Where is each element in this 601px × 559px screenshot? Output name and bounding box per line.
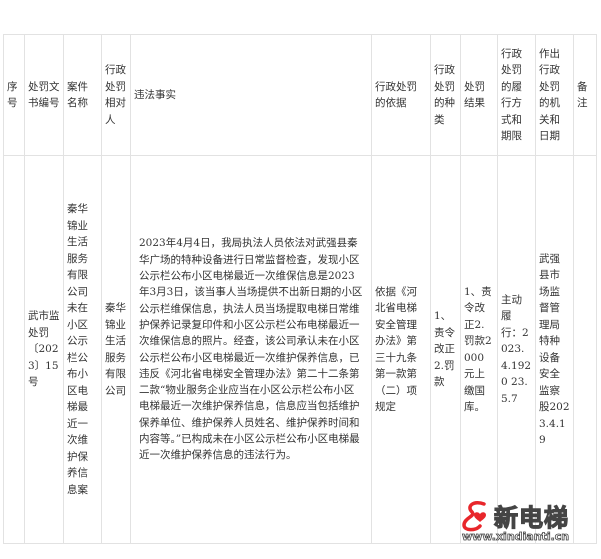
header-type: 行政处罚的种类 <box>430 34 461 156</box>
cell-case-name: 秦华锦业生活服务有限公司未在小区公示栏公布小区电梯最近一次维护保养信息案 <box>63 155 102 544</box>
cell-facts: 2023年4月4日，我局执法人员依法对武强县秦华广场的特种设备进行日常监督检查，… <box>130 155 372 544</box>
logo-mark-icon <box>462 500 486 532</box>
cell-type: 1、责令改正2.罚款 <box>430 155 461 544</box>
cell-remark <box>573 155 597 544</box>
watermark-logo: 新电梯 www.xindianti.cn <box>460 500 600 550</box>
cell-authority: 武强县市场监督管理局特种设备安全监察股2023.4.19 <box>535 155 574 544</box>
header-authority: 作出行政处罚的机关和日期 <box>535 34 574 156</box>
header-remark: 备注 <box>573 34 597 156</box>
cell-execution: 主动履行：2023.4.1920 23.5.7 <box>497 155 536 544</box>
header-result: 处罚结果 <box>460 34 498 156</box>
header-doc-number: 处罚文书编号 <box>24 34 64 156</box>
header-case-name: 案件名称 <box>63 34 102 156</box>
cell-result: 1、责令改正2.罚款2000元上缴国库。 <box>460 155 498 544</box>
header-row: 序号 处罚文书编号 案件名称 行政处罚相对人 违法事实 行政处罚的依据 行政处罚… <box>3 34 597 156</box>
cell-doc-number: 武市监处罚〔2023〕15号 <box>24 155 64 544</box>
header-party: 行政处罚相对人 <box>101 34 131 156</box>
penalty-table: 序号 处罚文书编号 案件名称 行政处罚相对人 违法事实 行政处罚的依据 行政处罚… <box>3 34 597 544</box>
header-execution: 行政处罚的履行方式和期限 <box>497 34 536 156</box>
header-index: 序号 <box>3 34 25 156</box>
table-row: 武市监处罚〔2023〕15号 秦华锦业生活服务有限公司未在小区公示栏公布小区电梯… <box>3 155 597 544</box>
cell-party: 秦华锦业生活服务有限公司 <box>101 155 131 544</box>
cell-basis: 依据《河北省电梯安全管理办法》第三十九条第一款第（二）项规定 <box>371 155 431 544</box>
watermark-url: www.xindianti.cn <box>462 530 570 544</box>
watermark-brand: 新电梯 <box>493 503 569 532</box>
header-basis: 行政处罚的依据 <box>371 34 431 156</box>
cell-index <box>3 155 25 544</box>
header-facts: 违法事实 <box>130 34 372 156</box>
